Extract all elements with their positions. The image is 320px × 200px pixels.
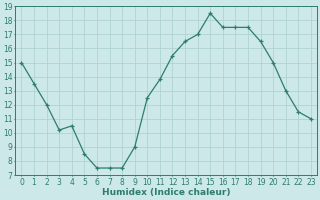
X-axis label: Humidex (Indice chaleur): Humidex (Indice chaleur) bbox=[102, 188, 230, 197]
